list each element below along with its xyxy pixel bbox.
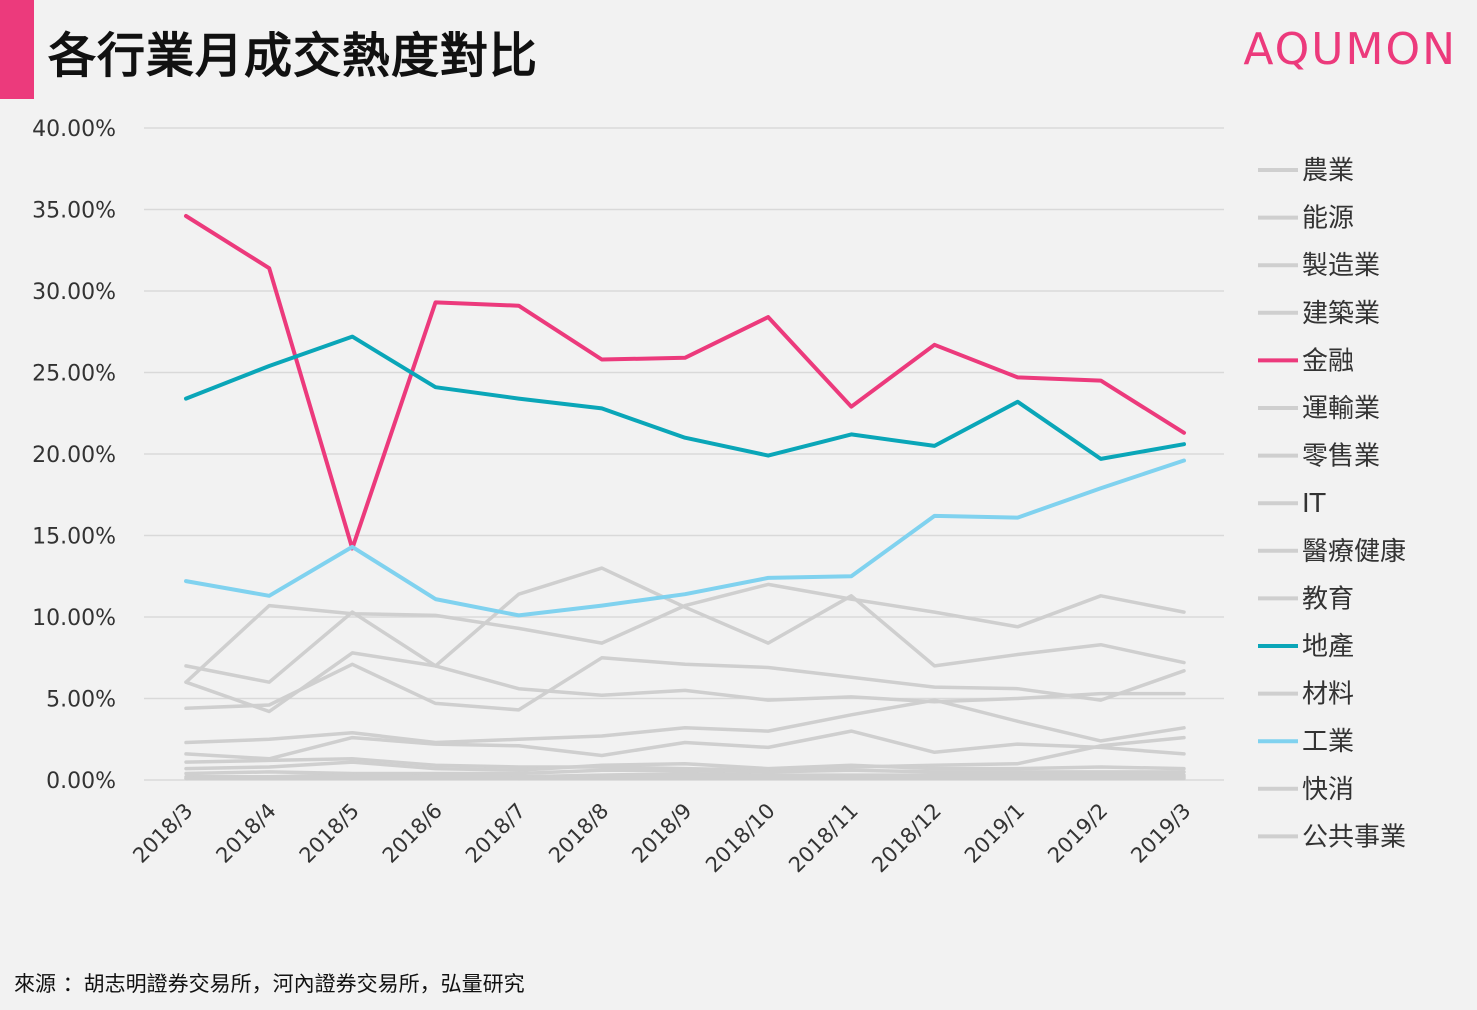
legend-item: 醫療健康: [1258, 537, 1406, 567]
x-tick-label: 2019/1: [960, 799, 1029, 868]
legend-label: 教育: [1302, 584, 1354, 614]
legend-label: 地產: [1302, 632, 1354, 662]
legend-item: IT: [1258, 489, 1326, 519]
legend-item: 教育: [1258, 584, 1354, 614]
legend-label: 能源: [1302, 204, 1354, 234]
x-tick-label: 2018/4: [211, 799, 280, 868]
legend-label: 材料: [1302, 680, 1354, 710]
x-tick-label: 2018/7: [461, 799, 530, 868]
x-tick-label: 2018/10: [701, 799, 780, 878]
legend-label: 金融: [1302, 346, 1354, 376]
series-lines: [184, 214, 1186, 781]
x-tick-label: 2018/6: [378, 799, 447, 868]
legend-label: 公共事業: [1302, 822, 1406, 852]
legend-item: 零售業: [1258, 442, 1380, 472]
legend-label: 工業: [1302, 727, 1354, 757]
legend-label: 快消: [1302, 775, 1354, 805]
legend-item: 材料: [1258, 680, 1354, 710]
title-accent-bar: [0, 0, 34, 99]
legend-item: 公共事業: [1258, 822, 1406, 852]
x-tick-label: 2018/5: [295, 799, 364, 868]
x-tick-label: 2018/8: [544, 799, 613, 868]
y-tick-label: 0.00%: [46, 769, 116, 794]
legend-item: 快消: [1258, 775, 1354, 805]
x-tick-label: 2018/12: [867, 799, 946, 878]
legend-item: 能源: [1258, 204, 1354, 234]
legend-item: 金融: [1258, 346, 1354, 376]
legend-item: 工業: [1258, 727, 1354, 757]
chart-grid: [144, 127, 1224, 781]
source-note: 來源 ：胡志明證券交易所，河內證券交易所，弘量研究: [14, 972, 525, 996]
legend-label: 建築業: [1302, 299, 1380, 329]
series-line: [184, 582, 1186, 684]
legend-item: 建築業: [1258, 299, 1380, 329]
x-axis-ticks: 2018/3 2018/4 2018/5 2018/6 2018/7 2018/8 2018…: [128, 799, 1195, 878]
y-tick-label: 15.00%: [32, 525, 116, 550]
x-tick-label: 2018/9: [627, 799, 696, 868]
y-tick-label: 20.00%: [32, 443, 116, 468]
legend-item: 運輸業: [1258, 394, 1380, 424]
brand-logo: AQUMON: [1243, 24, 1457, 75]
x-tick-label: 2018/11: [784, 799, 863, 878]
y-tick-label: 25.00%: [32, 362, 116, 387]
legend-label: 零售業: [1302, 442, 1380, 472]
y-axis-ticks: 0.00% 5.00% 10.00% 15.00% 20.00% 25.00% 30.00%…: [32, 117, 116, 794]
legend-item: 地產: [1258, 632, 1354, 662]
y-tick-label: 30.00%: [32, 280, 116, 305]
x-tick-label: 2019/3: [1126, 799, 1195, 868]
legend-label: 醫療健康: [1302, 537, 1406, 567]
series-line: [184, 760, 1186, 772]
legend-label: 農業: [1302, 156, 1354, 186]
line-chart: 0.00% 5.00% 10.00% 15.00% 20.00% 25.00% 30.00%…: [32, 117, 1406, 878]
series-line: [184, 698, 1186, 745]
y-tick-label: 40.00%: [32, 117, 116, 142]
legend-label: 運輸業: [1302, 394, 1380, 424]
series-line: [184, 458, 1186, 618]
x-tick-label: 2018/3: [128, 799, 197, 868]
legend-item: 製造業: [1258, 251, 1380, 281]
series-line: [184, 334, 1186, 461]
series-line: [184, 729, 1186, 761]
y-tick-label: 35.00%: [32, 199, 116, 224]
page-title: 各行業月成交熱度對比: [48, 28, 539, 84]
series-line: [184, 214, 1186, 551]
y-tick-label: 5.00%: [46, 688, 116, 713]
legend-label: 製造業: [1302, 251, 1380, 281]
y-tick-label: 10.00%: [32, 606, 116, 631]
series-line: [184, 651, 1186, 714]
legend-item: 農業: [1258, 156, 1354, 186]
series-line: [184, 656, 1186, 712]
x-tick-label: 2019/2: [1043, 799, 1112, 868]
legend-label: IT: [1302, 489, 1326, 519]
